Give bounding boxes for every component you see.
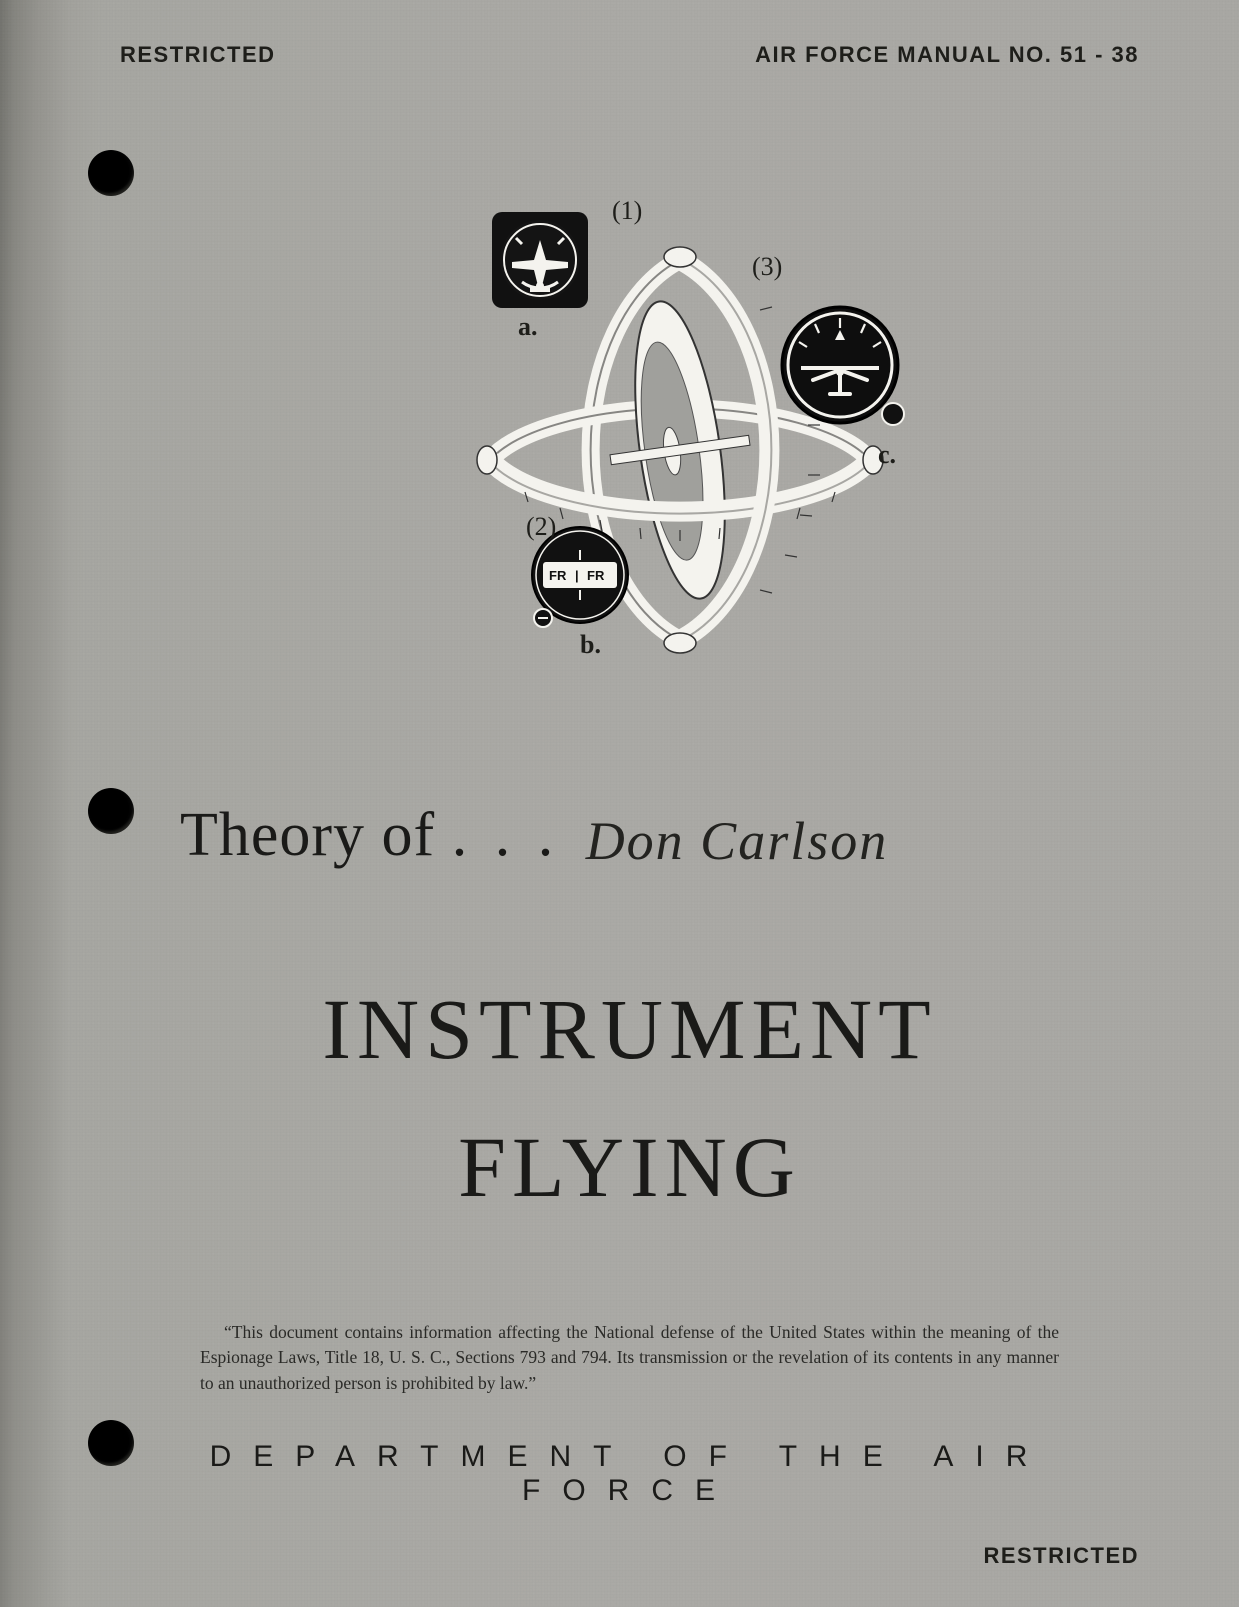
binding-shadow (0, 0, 70, 1607)
header-right: AIR FORCE MANUAL NO. 51 - 38 (755, 42, 1139, 68)
instrument-c-icon (782, 307, 904, 425)
main-title-line2: FLYING (140, 1099, 1119, 1237)
instrument-a-icon (492, 212, 588, 308)
main-title-line1: INSTRUMENT (140, 961, 1119, 1099)
instrument-b-icon: FR | FR (532, 527, 628, 627)
callout-b: b. (580, 630, 601, 660)
footer-restricted: RESTRICTED (983, 1543, 1139, 1569)
callout-1: (1) (612, 196, 642, 226)
page: RESTRICTED AIR FORCE MANUAL NO. 51 - 38 (0, 0, 1239, 1607)
callout-2: (2) (526, 512, 556, 542)
punch-hole (88, 788, 134, 834)
callout-c: c. (878, 440, 896, 470)
punch-hole (88, 150, 134, 196)
punch-hole (88, 1420, 134, 1466)
handwritten-signature: Don Carlson (586, 810, 889, 872)
security-notice: “This document contains information affe… (200, 1320, 1059, 1396)
callout-3: (3) (752, 252, 782, 282)
theory-dots: . . . (452, 801, 560, 869)
main-title: INSTRUMENT FLYING (140, 961, 1119, 1236)
theory-line: Theory of . . . Don Carlson (140, 800, 1119, 871)
header: RESTRICTED AIR FORCE MANUAL NO. 51 - 38 (120, 42, 1139, 68)
title-block: Theory of . . . Don Carlson INSTRUMENT F… (140, 800, 1119, 1236)
svg-text:FR: FR (549, 568, 567, 583)
svg-text:FR: FR (587, 568, 605, 583)
header-left: RESTRICTED (120, 42, 276, 68)
gyroscope-svg: FR | FR (430, 200, 930, 680)
callout-a: a. (518, 312, 538, 342)
gyroscope-illustration: FR | FR (430, 200, 930, 680)
theory-prefix: Theory of (180, 801, 452, 869)
department-line: DEPARTMENT OF THE AIR FORCE (170, 1440, 1089, 1508)
svg-text:|: | (575, 568, 579, 583)
